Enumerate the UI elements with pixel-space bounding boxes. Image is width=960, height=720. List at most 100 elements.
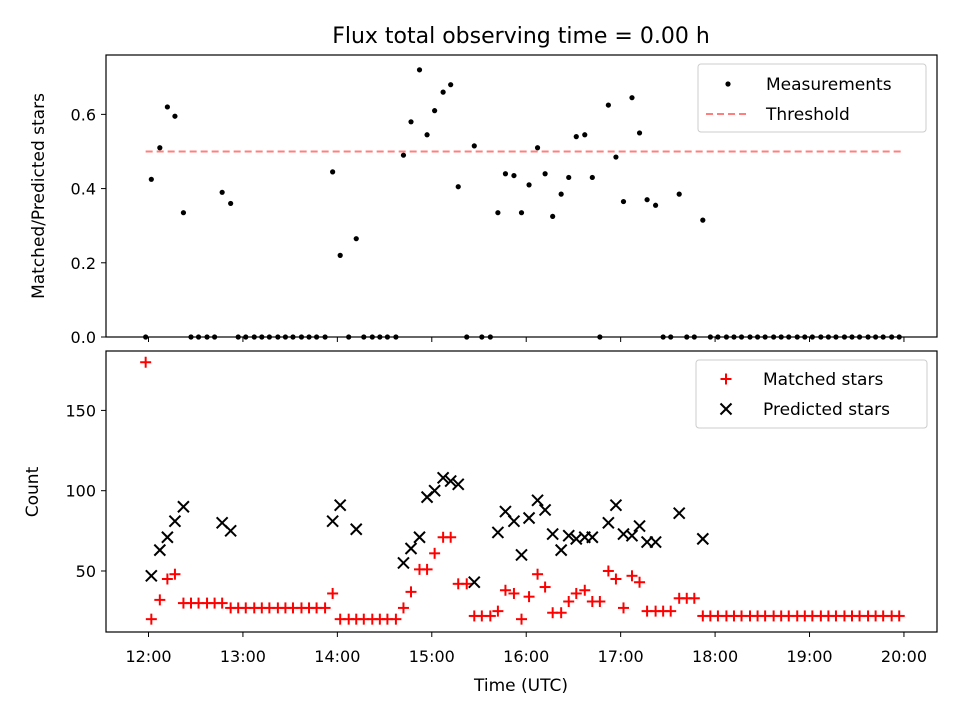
- measurement-point: [440, 89, 446, 95]
- predicted-point: [609, 498, 623, 512]
- predicted-point: [413, 531, 426, 544]
- measurement-point: [448, 82, 454, 88]
- measurement-point: [471, 143, 477, 149]
- matched-point: [154, 594, 166, 606]
- measurement-point: [337, 252, 343, 258]
- ratio-ytick-label: 0.2: [71, 254, 96, 273]
- measurement-point: [408, 119, 414, 125]
- count-xtick-label: 20:00: [881, 647, 927, 666]
- matched-point: [421, 563, 433, 575]
- measurement-point: [164, 104, 170, 110]
- matched-point: [484, 610, 496, 622]
- legend-matched-plus: [720, 373, 732, 385]
- measurement-point: [172, 113, 178, 119]
- measurement-point: [526, 182, 532, 188]
- measurement-point: [416, 67, 423, 73]
- predicted-point: [696, 532, 710, 546]
- measurement-point: [629, 95, 635, 101]
- matched-point: [319, 602, 331, 614]
- predicted-point: [522, 511, 536, 525]
- predicted-point: [507, 514, 521, 528]
- measurement-point: [620, 198, 627, 205]
- predicted-point: [672, 506, 686, 520]
- predicted-points: [145, 471, 710, 589]
- matched-point: [461, 578, 473, 590]
- count-ytick-label: 50: [76, 562, 96, 581]
- matched-point: [617, 602, 629, 614]
- measurement-point: [644, 197, 650, 203]
- ratio-panel: 0.0 0.2 0.4 0.6 Matched/Predicted stars Mea…: [29, 54, 938, 347]
- measurement-point: [157, 145, 163, 151]
- measurement-point: [550, 213, 556, 220]
- measurement-point: [566, 174, 572, 181]
- matched-point: [634, 576, 646, 588]
- measurement-point: [636, 130, 643, 136]
- predicted-point: [326, 514, 339, 528]
- matched-point: [145, 613, 157, 625]
- matched-point: [570, 587, 582, 599]
- ratio-panel-ticks: 0.0 0.2 0.4 0.6: [71, 105, 905, 347]
- measurement-point: [180, 210, 187, 216]
- matched-point: [492, 605, 504, 617]
- matched-point: [555, 607, 567, 619]
- matched-point: [445, 531, 457, 543]
- count-panel-ticks: 12:00 13:00 14:00 15:00 16:00 17:00 18:00 19:00…: [65, 401, 927, 666]
- predicted-point: [602, 516, 615, 530]
- measurement-point: [652, 202, 659, 208]
- predicted-point: [452, 478, 465, 491]
- predicted-point: [515, 548, 528, 562]
- predicted-point: [538, 503, 552, 517]
- ratio-panel-frame: [105, 54, 938, 338]
- matched-points: [140, 356, 905, 625]
- legend-measurements-marker: [725, 81, 731, 87]
- measurement-point: [558, 191, 564, 197]
- measurement-point: [589, 174, 595, 181]
- matched-point: [532, 568, 544, 580]
- legend-threshold-label: Threshold: [765, 105, 850, 125]
- ratio-ytick-label: 0.4: [71, 180, 96, 199]
- predicted-point: [145, 569, 158, 583]
- predicted-point: [350, 523, 363, 536]
- predicted-point: [491, 526, 505, 539]
- matched-point: [397, 602, 409, 614]
- measurement-point: [330, 169, 336, 175]
- chart-title: Flux total observing time = 0.00 h: [332, 24, 710, 49]
- matched-point: [140, 356, 152, 368]
- predicted-point: [468, 576, 481, 589]
- matched-point: [161, 573, 173, 585]
- matched-point: [594, 595, 606, 607]
- measurement-point: [495, 210, 501, 216]
- predicted-point: [633, 519, 646, 533]
- predicted-point: [625, 529, 639, 542]
- measurement-point: [432, 108, 438, 114]
- measurement-point: [148, 176, 154, 182]
- count-xtick-label: 17:00: [598, 647, 644, 666]
- legend-measurements-label: Measurements: [766, 75, 892, 95]
- predicted-point: [224, 524, 237, 538]
- measurement-point: [700, 217, 706, 223]
- predicted-point: [586, 531, 599, 544]
- count-panel: 12:00 13:00 14:00 15:00 16:00 17:00 18:00 19:00…: [23, 350, 938, 696]
- count-xtick-label: 15:00: [409, 647, 455, 666]
- matched-point: [429, 547, 441, 559]
- legend-predicted-x: [719, 402, 733, 416]
- matched-point: [893, 610, 905, 622]
- matched-point: [610, 573, 622, 585]
- matched-point: [688, 592, 700, 604]
- matched-point: [216, 597, 228, 609]
- predicted-point: [562, 529, 575, 542]
- count-legend-box: [695, 359, 928, 429]
- predicted-point: [428, 484, 441, 497]
- count-xtick-label: 18:00: [692, 647, 738, 666]
- predicted-point: [444, 474, 457, 488]
- ratio-ytick-label: 0.6: [71, 105, 96, 124]
- predicted-point: [404, 542, 418, 555]
- predicted-point: [531, 494, 544, 507]
- count-legend: Matched stars Predicted stars: [695, 359, 928, 429]
- measurement-point: [502, 171, 509, 177]
- ratio-legend: Measurements Threshold: [697, 63, 927, 133]
- count-xtick-label: 14:00: [314, 647, 360, 666]
- measurement-point: [518, 210, 525, 216]
- count-panel-xlabel: Time (UTC): [473, 676, 568, 696]
